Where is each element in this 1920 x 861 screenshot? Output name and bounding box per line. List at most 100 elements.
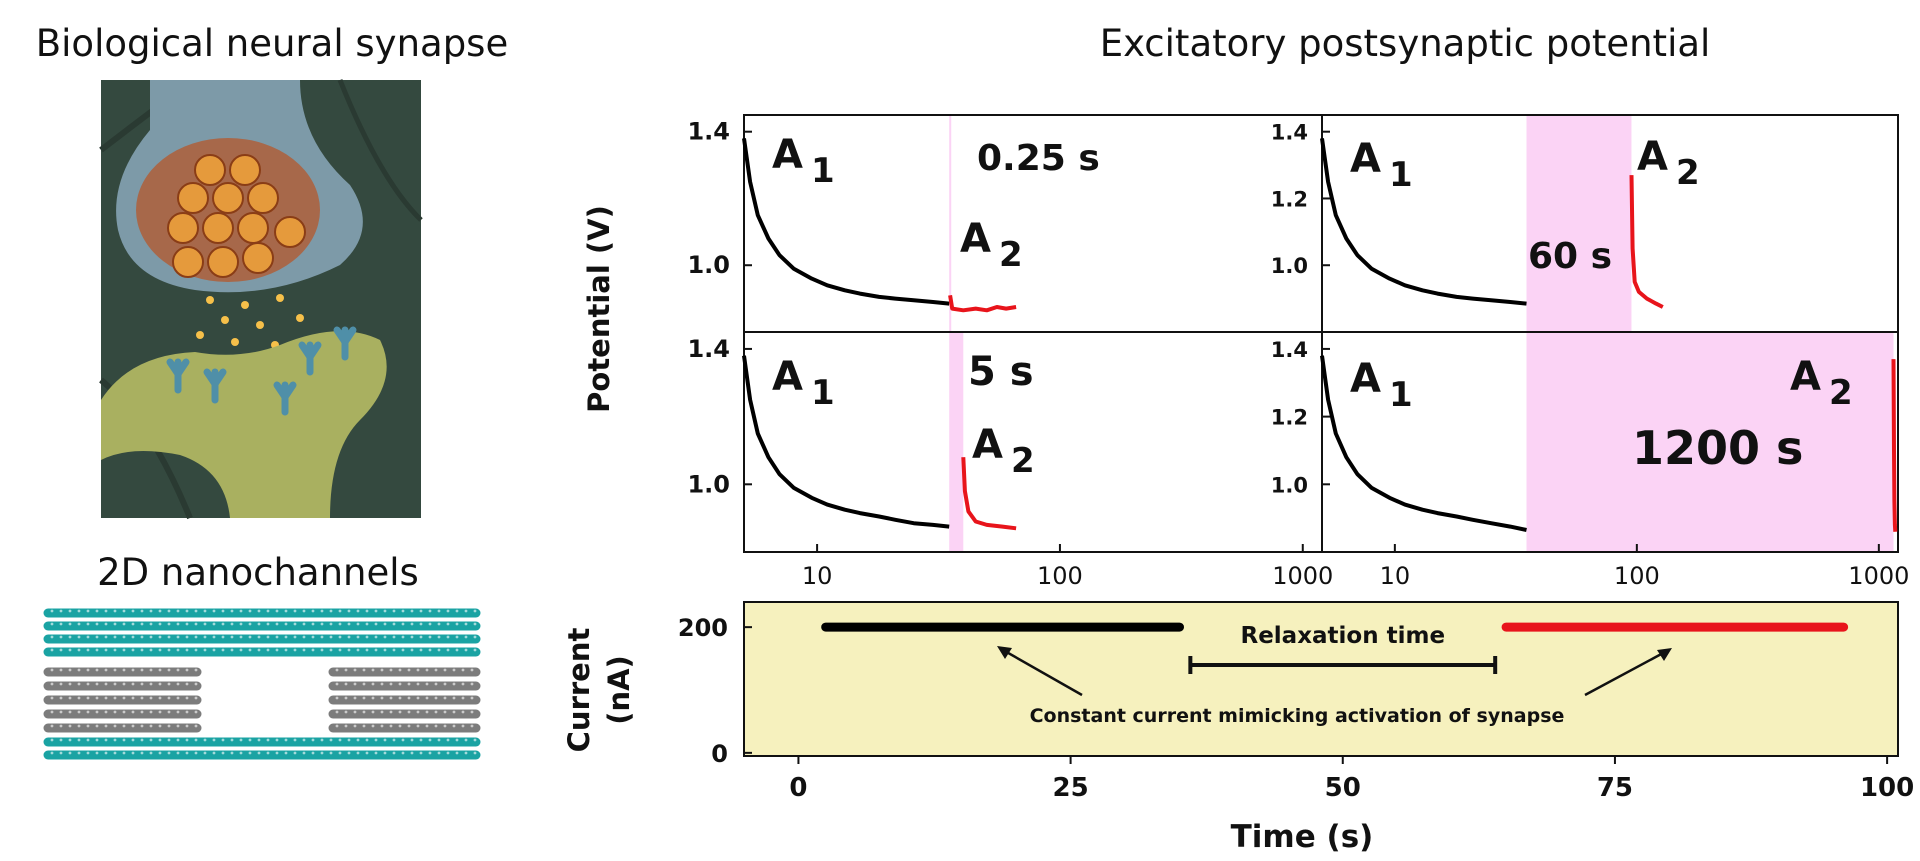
atom <box>401 648 405 652</box>
x-tick-label: 1000 <box>1848 562 1909 590</box>
atom <box>344 696 348 700</box>
atom <box>113 724 117 728</box>
atom <box>248 622 252 626</box>
atom <box>284 609 288 613</box>
atom <box>362 724 366 728</box>
series-a1-line <box>742 355 950 529</box>
x-tick-label: 10 <box>802 562 833 590</box>
atom <box>113 738 117 742</box>
atom <box>167 648 171 652</box>
atom <box>437 738 441 742</box>
atom <box>104 648 108 652</box>
atom <box>86 724 90 728</box>
atom <box>230 751 234 755</box>
atom <box>149 724 153 728</box>
atom <box>419 751 423 755</box>
nanochannels-title: 2D nanochannels <box>97 551 419 594</box>
atom <box>185 724 189 728</box>
atom <box>275 635 279 639</box>
atom <box>176 622 180 626</box>
atom <box>113 696 117 700</box>
atom <box>68 724 72 728</box>
atom <box>122 738 126 742</box>
atom <box>158 710 162 714</box>
atom <box>167 751 171 755</box>
atom <box>122 609 126 613</box>
atom <box>68 609 72 613</box>
atom <box>392 609 396 613</box>
atom <box>185 622 189 626</box>
relaxation-label: Relaxation time <box>1240 623 1445 649</box>
atom <box>353 710 357 714</box>
interval-shade <box>1526 333 1894 551</box>
atom <box>104 751 108 755</box>
atom <box>446 609 450 613</box>
atom <box>113 648 117 652</box>
atom <box>104 710 108 714</box>
atom <box>380 724 384 728</box>
atom <box>140 609 144 613</box>
atom <box>434 682 438 686</box>
atom <box>212 622 216 626</box>
atom <box>86 648 90 652</box>
atom <box>95 710 99 714</box>
y-tick-label: 0 <box>711 740 728 768</box>
atom <box>50 682 54 686</box>
atom <box>149 696 153 700</box>
atom <box>167 668 171 672</box>
atom <box>320 751 324 755</box>
atom <box>59 635 63 639</box>
atom <box>140 668 144 672</box>
atom <box>257 751 261 755</box>
atom <box>401 622 405 626</box>
atom <box>239 648 243 652</box>
atom <box>293 648 297 652</box>
y-tick-label: 1.0 <box>1271 254 1308 278</box>
atom <box>392 738 396 742</box>
arrow-to-a2 <box>1584 650 1666 697</box>
constant-current-label: Constant current mimicking activation of… <box>1030 705 1565 727</box>
atom <box>167 622 171 626</box>
atom <box>407 682 411 686</box>
atom <box>338 738 342 742</box>
atom <box>167 609 171 613</box>
atom <box>470 682 474 686</box>
atom <box>320 648 324 652</box>
atom <box>95 635 99 639</box>
interval-label: 1200 s <box>1632 421 1803 475</box>
atom <box>77 751 81 755</box>
atom <box>176 609 180 613</box>
atom <box>437 609 441 613</box>
atom <box>194 635 198 639</box>
atom <box>140 751 144 755</box>
atom <box>113 635 117 639</box>
y-tick-label: 200 <box>678 614 728 642</box>
atom <box>158 696 162 700</box>
atom <box>185 668 189 672</box>
atom <box>50 622 54 626</box>
atom <box>410 751 414 755</box>
atom <box>365 751 369 755</box>
atom <box>194 668 198 672</box>
figure-title: Excitatory postsynaptic potential <box>1100 22 1711 65</box>
atom <box>347 622 351 626</box>
atom <box>407 710 411 714</box>
atom <box>380 668 384 672</box>
atom <box>86 622 90 626</box>
atom <box>335 724 339 728</box>
atom <box>302 609 306 613</box>
atom <box>461 668 465 672</box>
atom <box>131 751 135 755</box>
atom <box>77 724 81 728</box>
atom <box>221 622 225 626</box>
atom <box>248 738 252 742</box>
atom <box>389 696 393 700</box>
atom <box>407 668 411 672</box>
time-axis-label: Time (s) <box>1231 819 1374 855</box>
atom <box>239 609 243 613</box>
atom <box>320 622 324 626</box>
atom <box>176 696 180 700</box>
atom <box>461 710 465 714</box>
atom <box>275 751 279 755</box>
